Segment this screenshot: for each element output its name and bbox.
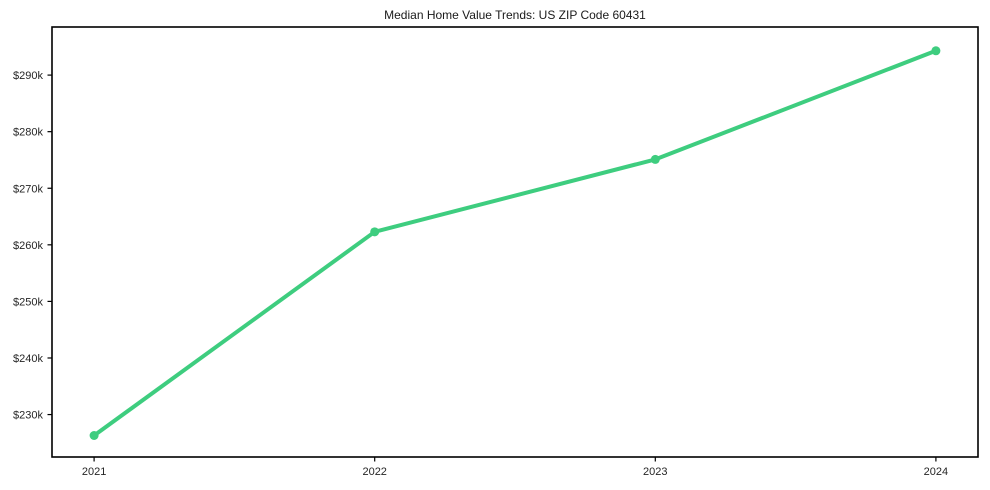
- data-point-marker: [931, 46, 941, 56]
- x-tick-label: 2023: [643, 466, 667, 478]
- y-tick-label: $260k: [13, 240, 43, 252]
- plot-frame: [51, 26, 979, 458]
- data-point-marker: [650, 154, 660, 164]
- y-tick-label: $280k: [13, 127, 43, 139]
- y-tick-label: $240k: [13, 353, 43, 365]
- data-point-marker: [89, 431, 99, 440]
- y-tick-label: $230k: [13, 410, 43, 422]
- y-tick-label: $250k: [13, 296, 43, 308]
- chart-title: Median Home Value Trends: US ZIP Code 60…: [384, 8, 646, 22]
- y-tick-label: $270k: [13, 183, 43, 195]
- x-tick-label: 2024: [924, 466, 948, 478]
- x-tick-label: 2021: [82, 466, 106, 478]
- y-tick-label: $290k: [13, 70, 43, 82]
- data-point-marker: [370, 227, 380, 237]
- data-line: [92, 48, 938, 438]
- x-tick-label: 2022: [362, 466, 386, 478]
